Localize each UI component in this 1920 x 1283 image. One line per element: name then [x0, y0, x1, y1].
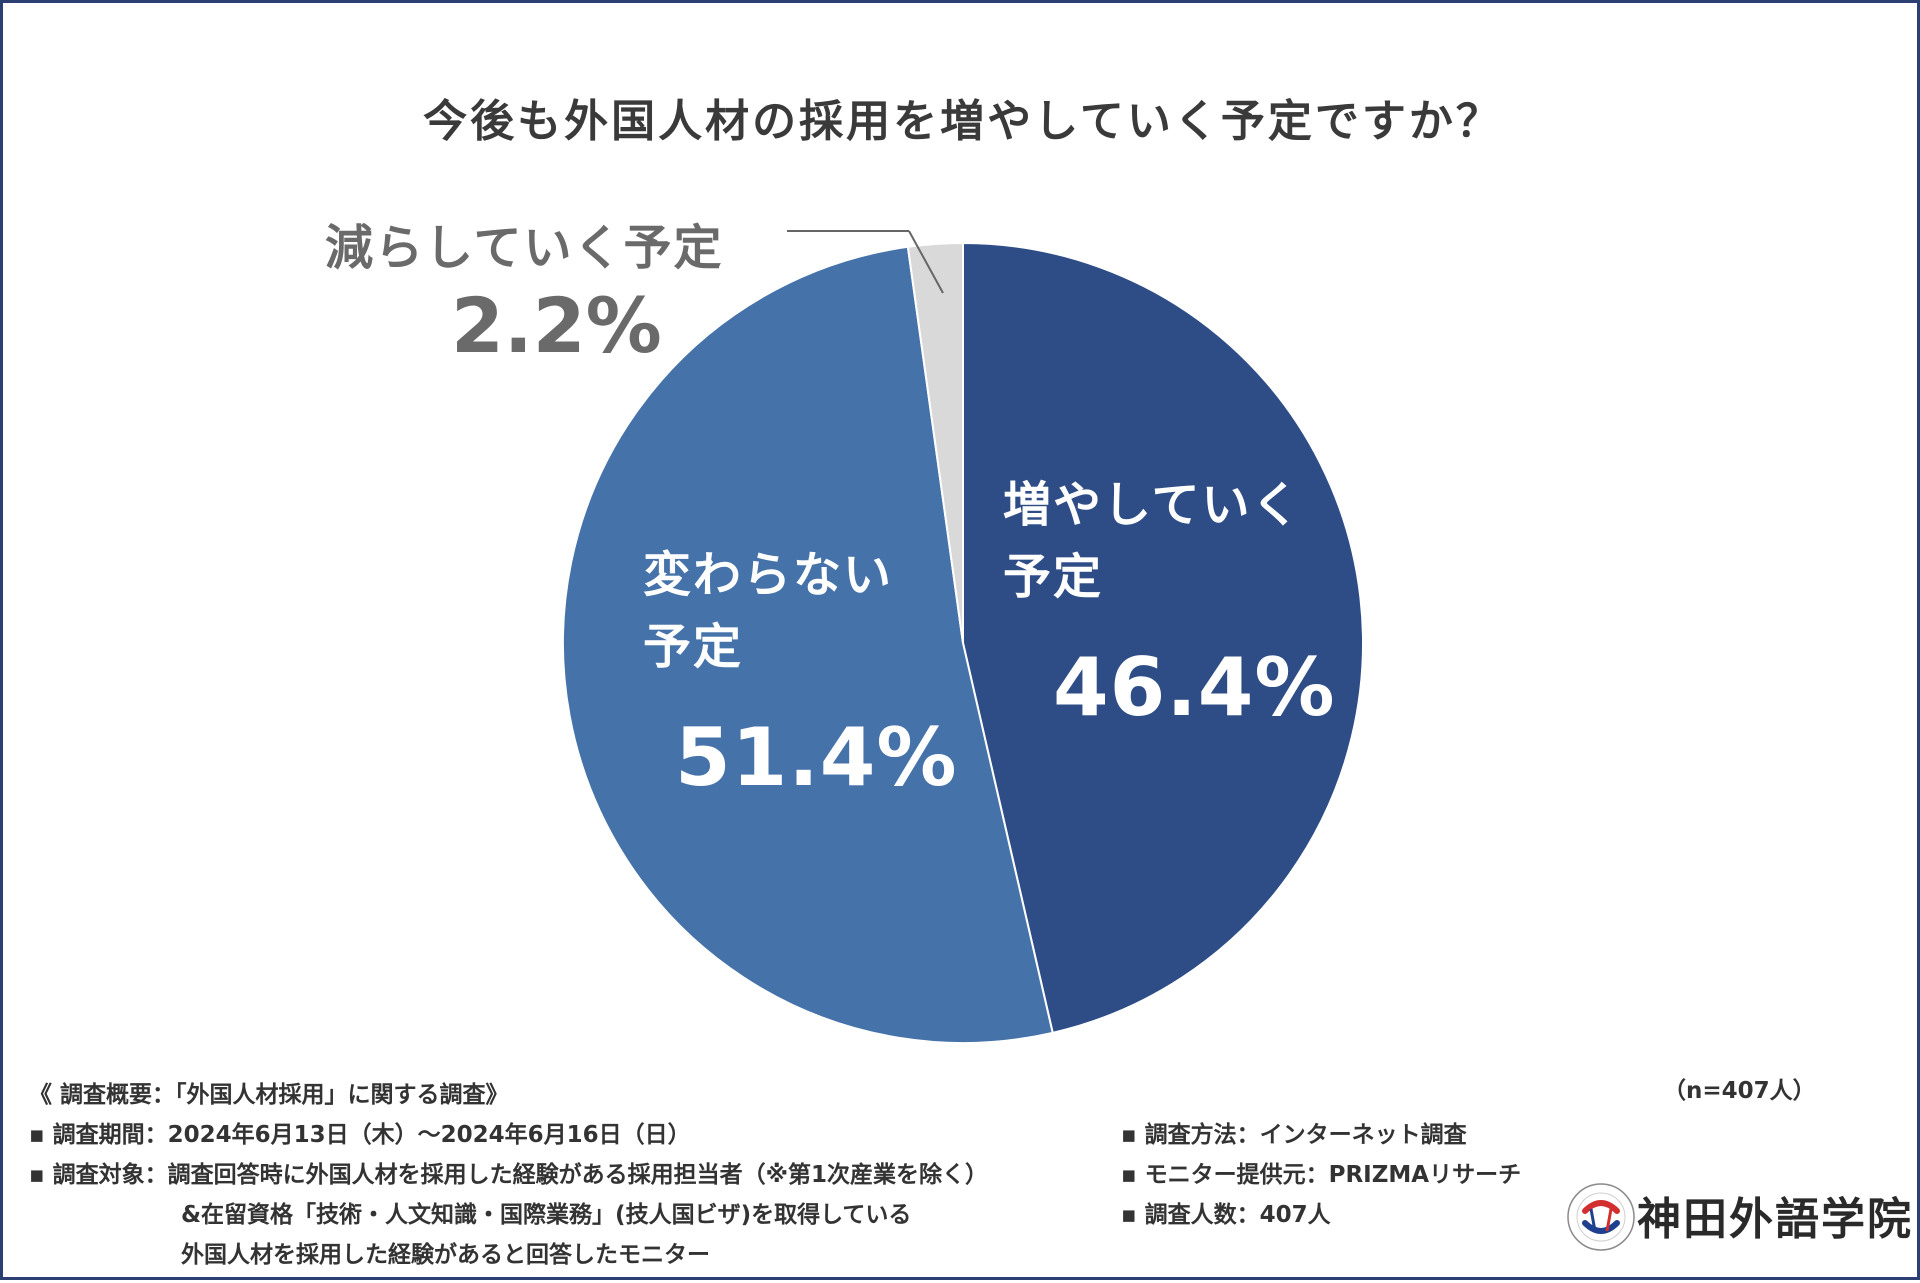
slice-label-same: 変わらない 予定 [643, 539, 893, 683]
survey-period: ▪ 調査期間：2024年6月13日（木）～2024年6月16日（日） [29, 1122, 691, 1148]
pie-chart [562, 230, 1364, 1044]
slice-label-increase-line2: 予定 [1003, 549, 1104, 605]
slice-label-same-line2: 予定 [643, 619, 744, 675]
chart-title: 今後も外国人材の採用を増やしていく予定ですか？ [423, 96, 1503, 147]
survey-heading: 《 調査概要：「外国人材採用」に関する調査》 [29, 1082, 509, 1108]
slice-label-increase: 増やしていく 予定 [1003, 469, 1302, 613]
kanda-institute-emblem-icon [1567, 1183, 1635, 1251]
monitor-provider: ▪ モニター提供元：PRIZMAリサーチ [1121, 1162, 1522, 1188]
sample-size: （n=407人） [1663, 1078, 1816, 1104]
slice-label-decrease: 減らしていく予定 [325, 220, 724, 276]
slice-label-increase-line1: 増やしていく [1003, 477, 1302, 533]
pie-slice-increase [962, 241, 1364, 1035]
logo-name: 神田外語学院 [1637, 1194, 1913, 1245]
survey-target: ▪ 調査対象：調査回答時に外国人材を採用した経験がある採用担当者（※第1次産業を… [29, 1162, 988, 1188]
survey-method: ▪ 調査方法：インターネット調査 [1121, 1122, 1467, 1148]
slice-label-same-line1: 変わらない [643, 547, 894, 603]
survey-target-line3: 外国人材を採用した経験があると回答したモニター [181, 1242, 710, 1268]
slice-value-decrease: 2.2% [451, 281, 662, 370]
pie-slice-decrease [906, 241, 964, 644]
survey-target-line2: &在留資格「技術・人文知識・国際業務」(技人国ビザ)を取得している [181, 1202, 912, 1228]
survey-count: ▪ 調査人数：407人 [1121, 1202, 1331, 1228]
leader-line-diagonal [908, 230, 944, 294]
slice-value-same: 51.4% [675, 711, 958, 804]
pie-slice-same [562, 245, 1054, 1044]
slice-value-increase: 46.4% [1053, 641, 1336, 734]
